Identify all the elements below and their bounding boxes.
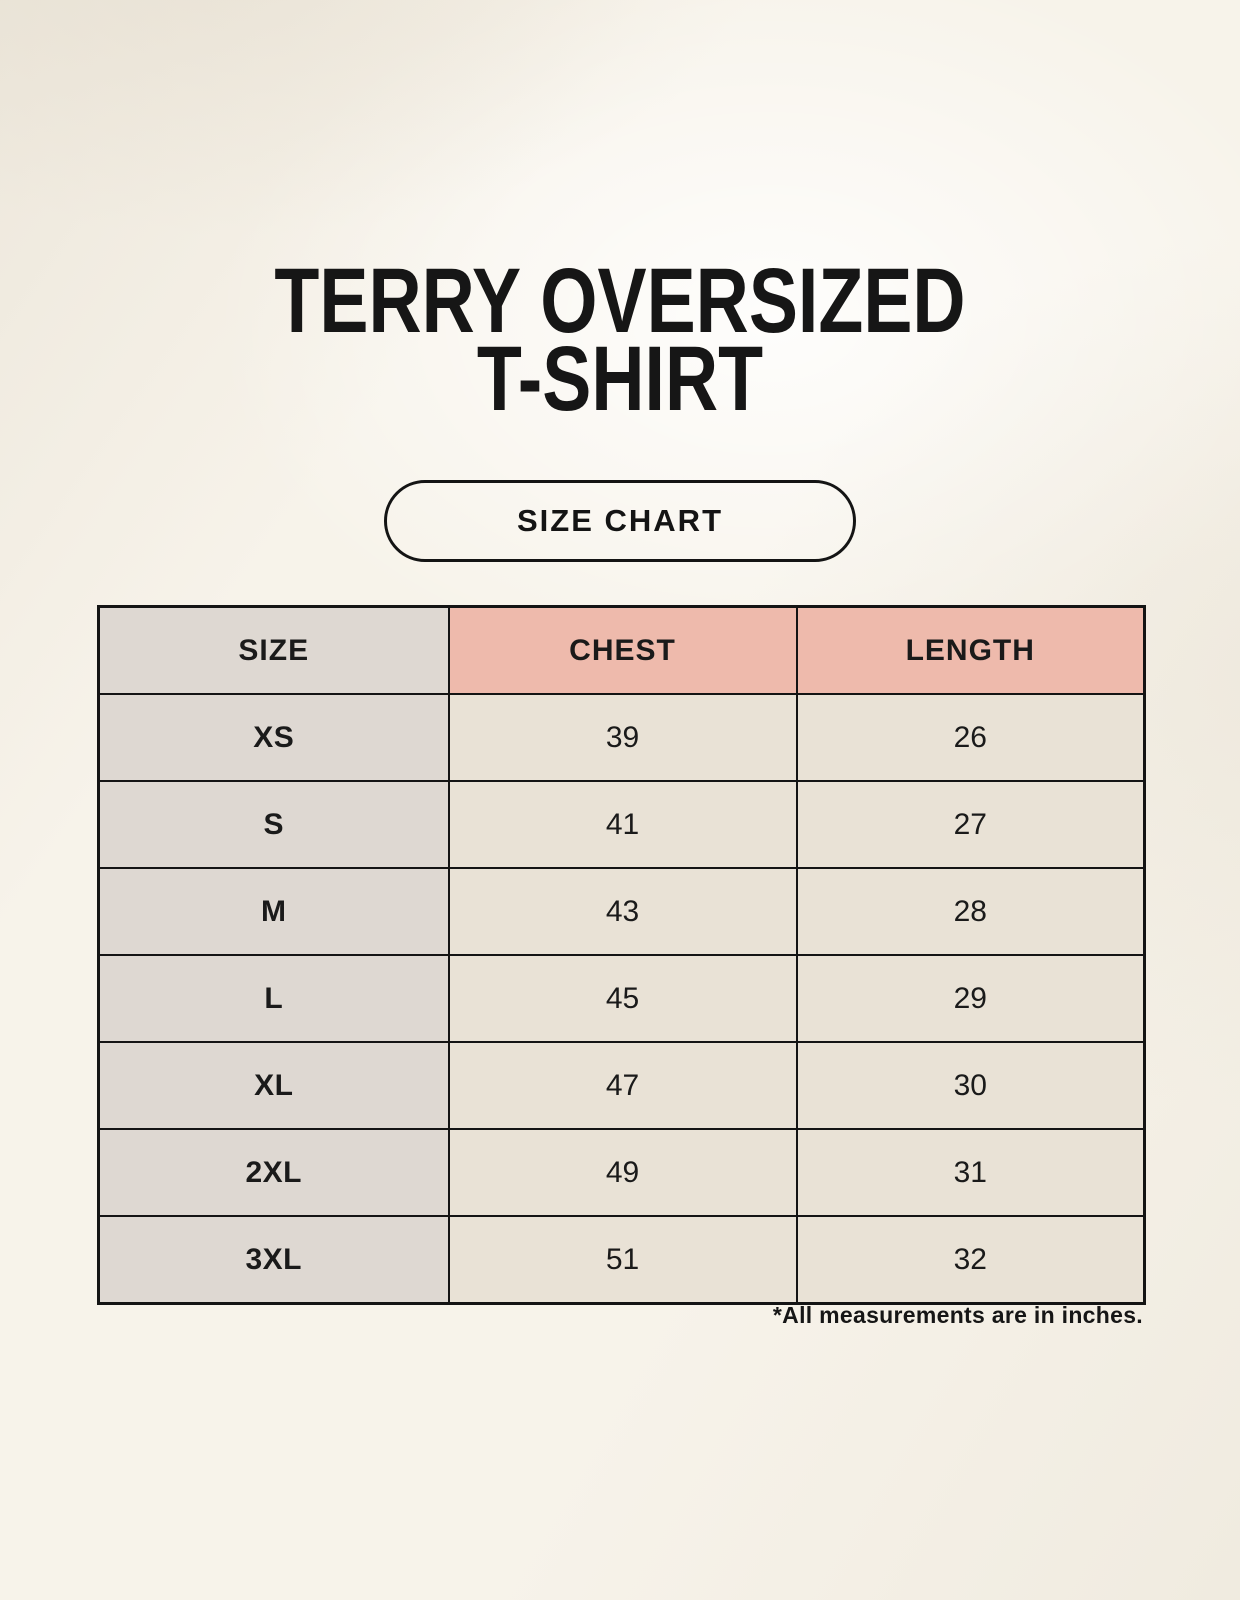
- page-title-line2: T-SHIRT: [476, 328, 764, 430]
- table-row: XL 47 30: [97, 1041, 1146, 1130]
- size-chart-badge-label: SIZE CHART: [517, 503, 723, 538]
- size-label-cell: 2XL: [97, 1128, 450, 1217]
- size-label-cell: XL: [97, 1041, 450, 1130]
- size-label-cell: L: [97, 954, 450, 1043]
- value-cell: 32: [795, 1215, 1146, 1305]
- column-header-size: SIZE: [97, 605, 450, 695]
- page-title-line1: TERRY OVERSIZED: [274, 250, 966, 352]
- value-cell: 30: [795, 1041, 1146, 1130]
- table-row: L 45 29: [97, 954, 1146, 1043]
- size-chart-badge[interactable]: SIZE CHART: [384, 480, 856, 562]
- header-row: SIZE CHEST LENGTH: [97, 605, 1146, 695]
- value-cell: 27: [795, 780, 1146, 869]
- value-cell: 28: [795, 867, 1146, 956]
- page-title: TERRY OVERSIZED T-SHIRT: [124, 250, 1116, 430]
- value-cell: 43: [447, 867, 798, 956]
- table-row: M 43 28: [97, 867, 1146, 956]
- size-label-cell: S: [97, 780, 450, 869]
- size-label-cell: M: [97, 867, 450, 956]
- value-cell: 39: [447, 693, 798, 782]
- value-cell: 29: [795, 954, 1146, 1043]
- value-cell: 45: [447, 954, 798, 1043]
- column-header-chest: CHEST: [447, 605, 798, 695]
- table-row: S 41 27: [97, 780, 1146, 869]
- measurements-footnote: *All measurements are in inches.: [772, 1302, 1143, 1328]
- size-chart-table: SIZE CHEST LENGTH XS 39 26 S 41 27 M 43 28 L 45 29 XL 4…: [97, 605, 1146, 1305]
- table-row: XS 39 26: [97, 693, 1146, 782]
- value-cell: 26: [795, 693, 1146, 782]
- size-label-cell: XS: [97, 693, 450, 782]
- column-header-length: LENGTH: [795, 605, 1146, 695]
- value-cell: 51: [447, 1215, 798, 1305]
- size-label-cell: 3XL: [97, 1215, 450, 1305]
- value-cell: 49: [447, 1128, 798, 1217]
- value-cell: 47: [447, 1041, 798, 1130]
- value-cell: 31: [795, 1128, 1146, 1217]
- table-row: 3XL 51 32: [97, 1215, 1146, 1305]
- value-cell: 41: [447, 780, 798, 869]
- table-row: 2XL 49 31: [97, 1128, 1146, 1217]
